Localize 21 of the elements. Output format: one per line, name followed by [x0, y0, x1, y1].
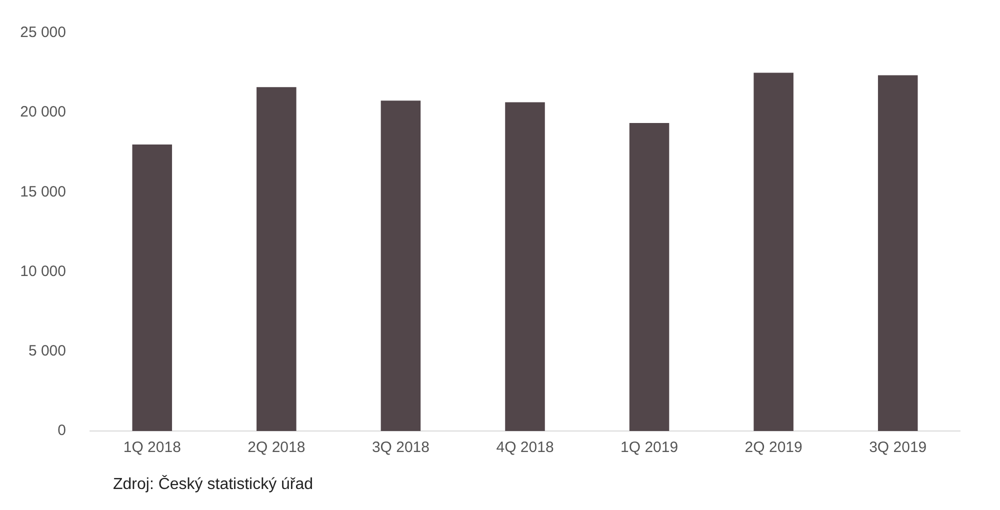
x-tick-label: 3Q 2019	[869, 439, 927, 456]
y-tick-label: 20 000	[20, 104, 66, 121]
y-tick-label: 0	[58, 422, 66, 440]
bar	[132, 144, 172, 431]
bar	[754, 72, 794, 431]
x-tick-label: 2Q 2019	[744, 439, 802, 456]
bar	[505, 102, 545, 431]
y-tick-label: 25 000	[20, 24, 66, 42]
bar	[256, 87, 296, 431]
y-tick-label: 5 000	[28, 342, 66, 360]
bar	[380, 100, 421, 431]
bar	[878, 75, 918, 431]
x-tick-label: 1Q 2019	[620, 439, 678, 456]
y-tick-label: 15 000	[20, 183, 66, 200]
bar	[629, 122, 670, 431]
x-tick-label: 4Q 2018	[496, 439, 554, 456]
text: Zdroj: Český statistický úřad	[113, 476, 314, 494]
y-tick-label: 10 000	[20, 262, 66, 280]
x-tick-label: 3Q 2018	[372, 439, 430, 456]
x-tick-label: 1Q 2018	[123, 439, 181, 456]
x-tick-label: 2Q 2018	[248, 439, 306, 456]
